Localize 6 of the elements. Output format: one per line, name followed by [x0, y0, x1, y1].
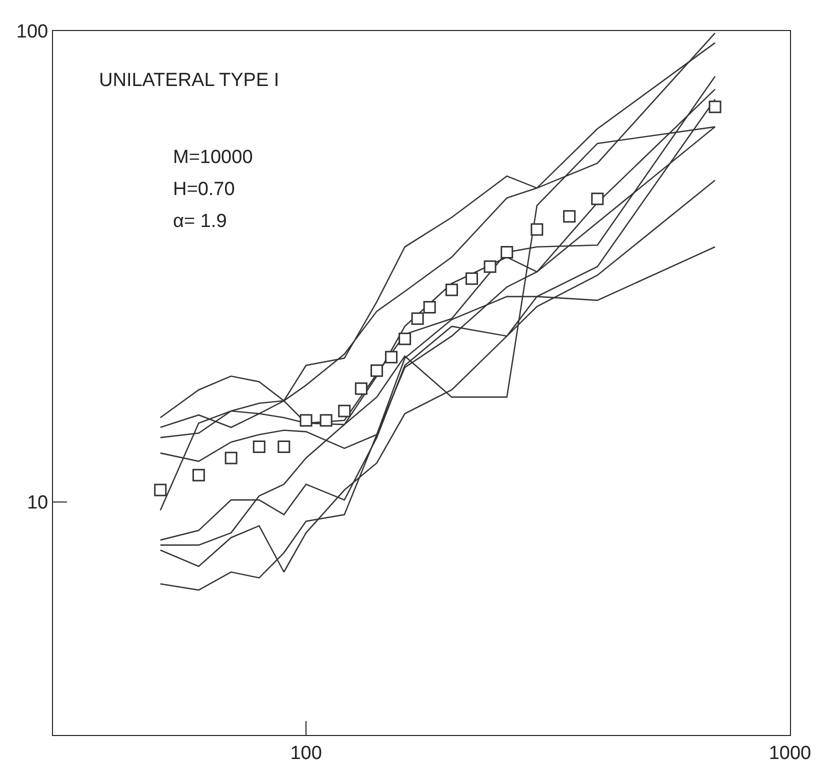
annotation: α= 1.9	[173, 211, 227, 232]
text: UNILATERAL TYPE I	[99, 70, 280, 91]
x-tick-label: 1000	[768, 742, 812, 764]
y-tick-label: 10	[26, 492, 48, 514]
annotation: M=10000	[173, 147, 253, 168]
annotation: H=0.70	[173, 179, 235, 200]
